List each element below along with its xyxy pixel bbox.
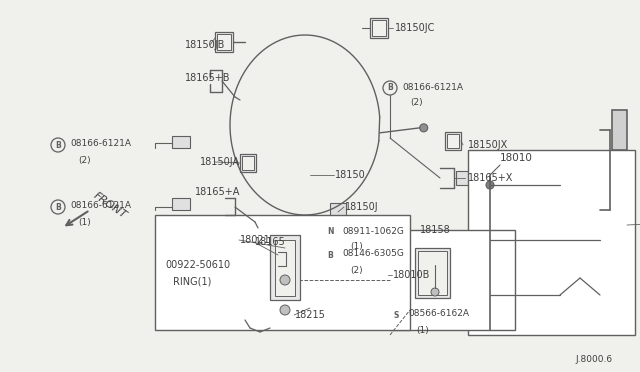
Text: (1): (1): [350, 243, 363, 251]
Circle shape: [51, 138, 65, 152]
Text: 18150JX: 18150JX: [468, 140, 508, 150]
Circle shape: [323, 225, 337, 239]
Circle shape: [383, 81, 397, 95]
Bar: [447, 134, 459, 148]
Circle shape: [389, 308, 403, 322]
Text: 18165+A: 18165+A: [195, 187, 241, 197]
Bar: [155, 215, 410, 330]
Text: 18150J: 18150J: [345, 202, 379, 212]
Text: RING(1): RING(1): [173, 277, 211, 287]
Text: S: S: [394, 311, 399, 320]
Text: 00922-50610: 00922-50610: [165, 260, 230, 270]
Text: 18150JA: 18150JA: [200, 157, 240, 167]
Bar: [372, 20, 386, 36]
Text: 08566-6162A: 08566-6162A: [408, 308, 469, 317]
Circle shape: [323, 248, 337, 262]
Text: 18010: 18010: [500, 153, 533, 163]
Text: 18165: 18165: [255, 237, 285, 247]
Bar: [330, 203, 346, 217]
Text: (1): (1): [78, 218, 91, 227]
Text: (1): (1): [416, 326, 429, 334]
Circle shape: [486, 181, 494, 189]
Bar: [445, 132, 461, 150]
Text: B: B: [55, 141, 61, 150]
Text: 18150JC: 18150JC: [395, 23, 435, 33]
Text: (2): (2): [350, 266, 363, 275]
Circle shape: [363, 232, 373, 242]
Text: 08166-6121A: 08166-6121A: [70, 201, 131, 209]
Circle shape: [280, 305, 290, 315]
Text: 18150JB: 18150JB: [185, 40, 225, 50]
Text: B: B: [55, 202, 61, 212]
Bar: [172, 136, 190, 148]
Bar: [612, 110, 627, 150]
Text: 18010B: 18010B: [393, 270, 430, 280]
Bar: [217, 34, 231, 50]
Bar: [390, 230, 515, 330]
Text: J.8000.6: J.8000.6: [575, 356, 612, 365]
Text: 18215: 18215: [295, 310, 326, 320]
Bar: [418, 251, 447, 295]
Circle shape: [51, 200, 65, 214]
Bar: [215, 32, 233, 52]
Bar: [275, 240, 295, 296]
Circle shape: [486, 291, 494, 299]
Circle shape: [363, 255, 373, 265]
Circle shape: [420, 124, 428, 132]
Text: 08146-6305G: 08146-6305G: [342, 248, 404, 257]
Bar: [415, 248, 450, 298]
Circle shape: [280, 275, 290, 285]
Bar: [242, 156, 254, 170]
Text: 08166-6121A: 08166-6121A: [70, 138, 131, 148]
Text: (2): (2): [78, 155, 91, 164]
Bar: [240, 154, 256, 172]
Text: B: B: [327, 250, 333, 260]
Text: 08166-6121A: 08166-6121A: [402, 83, 463, 92]
Text: (2): (2): [410, 99, 422, 108]
Bar: [290, 244, 302, 258]
Circle shape: [431, 288, 439, 296]
Text: N: N: [327, 228, 333, 237]
Bar: [370, 18, 388, 38]
Text: 18021: 18021: [240, 235, 271, 245]
Text: FRONT: FRONT: [92, 190, 129, 220]
Bar: [172, 198, 190, 210]
Text: 18150: 18150: [335, 170, 365, 180]
Text: 18158: 18158: [420, 225, 451, 235]
Text: 08911-1062G: 08911-1062G: [342, 227, 404, 235]
Text: 18165+B: 18165+B: [185, 73, 230, 83]
Bar: [270, 235, 300, 300]
Text: B: B: [387, 83, 393, 93]
Circle shape: [486, 236, 494, 244]
Bar: [468, 150, 635, 335]
Text: 18165+X: 18165+X: [468, 173, 513, 183]
Bar: [456, 171, 470, 185]
